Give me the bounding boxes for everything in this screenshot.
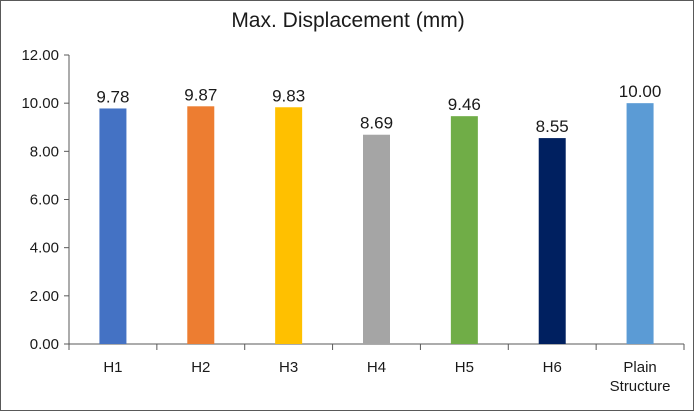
data-label: 8.69 xyxy=(360,114,393,133)
bar-h6 xyxy=(538,138,566,344)
y-tick-label: 6.00 xyxy=(30,192,59,209)
x-tick-label: H6 xyxy=(543,359,562,376)
bar-h4 xyxy=(363,134,390,344)
x-tick-label: H1 xyxy=(103,359,122,376)
chart-title: Max. Displacement (mm) xyxy=(231,9,465,32)
bar-h1 xyxy=(99,108,127,344)
data-label: 9.87 xyxy=(184,85,217,104)
x-tick-label: Plain Structure xyxy=(610,359,671,395)
bar-h5 xyxy=(450,116,478,345)
data-label: 9.46 xyxy=(448,95,481,114)
data-label: 10.00 xyxy=(619,82,662,101)
bar-plain-structure xyxy=(626,103,654,345)
y-tick-label: 0.00 xyxy=(30,336,59,353)
x-tick-label: H4 xyxy=(367,359,386,376)
x-tick-label: H3 xyxy=(279,359,298,376)
bar-h2 xyxy=(187,106,215,344)
labels: 0.00 2.00 4.00 6.00 8.00 10.00 12.00 9.78 H1 9.87… xyxy=(21,47,670,395)
data-label: 8.55 xyxy=(536,117,569,136)
y-tick-label: 10.00 xyxy=(21,95,59,112)
data-label: 9.78 xyxy=(96,87,129,106)
bars xyxy=(99,103,654,345)
y-tick-label: 12.00 xyxy=(21,47,59,64)
y-tick-label: 2.00 xyxy=(30,288,59,305)
y-tick-label: 4.00 xyxy=(30,240,59,257)
data-label: 9.83 xyxy=(272,86,305,105)
y-tick-label: 8.00 xyxy=(30,143,59,160)
x-tick-label: H2 xyxy=(191,359,210,376)
x-tick-label: H5 xyxy=(455,359,474,376)
bar-h3 xyxy=(275,107,303,344)
